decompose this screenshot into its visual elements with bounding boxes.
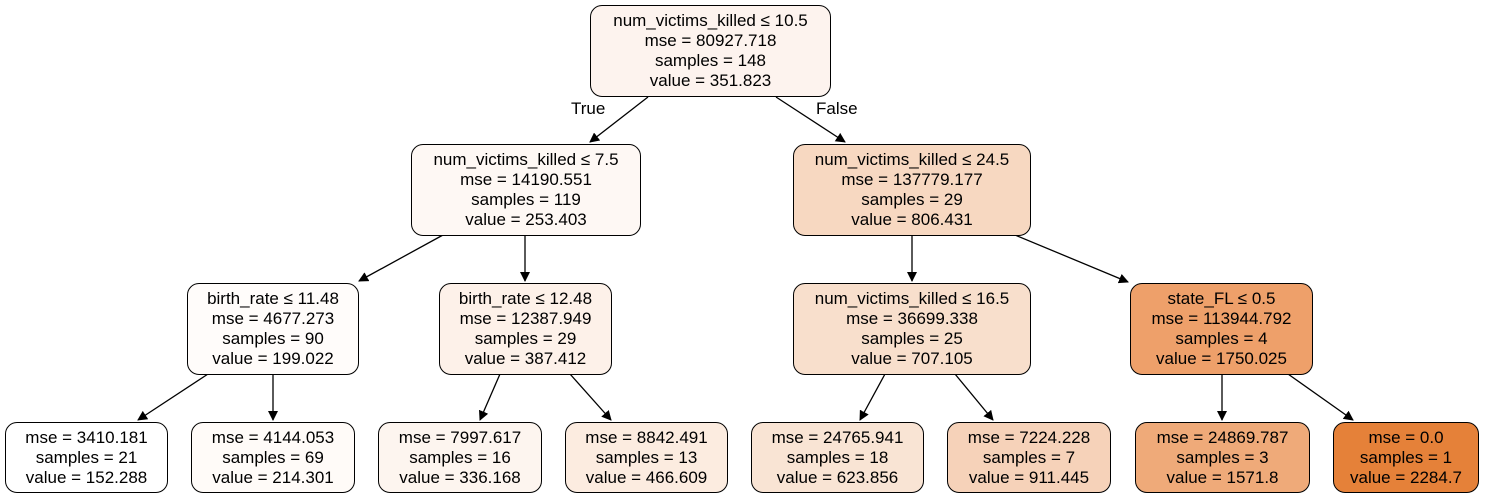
tree-node-root: num_victims_killed ≤ 10.5 mse = 80927.71… <box>590 5 831 97</box>
edge-n6-n14 <box>1287 373 1354 421</box>
node-samples: samples = 18 <box>786 447 889 467</box>
tree-node: birth_rate ≤ 12.48 mse = 12387.949 sampl… <box>439 283 612 375</box>
node-value: value = 214.301 <box>212 467 334 487</box>
edge-label-false: False <box>816 99 858 118</box>
node-value: value = 152.288 <box>25 467 148 487</box>
node-mse: mse = 24869.787 <box>1156 427 1289 447</box>
tree-node: state_FL ≤ 0.5 mse = 113944.792 samples … <box>1130 283 1313 375</box>
node-mse: mse = 4677.273 <box>211 309 335 328</box>
tree-node: birth_rate ≤ 11.48 mse = 4677.273 sample… <box>187 283 359 375</box>
tree-node: num_victims_killed ≤ 7.5 mse = 14190.551… <box>411 144 641 236</box>
edge-n0-n1 <box>589 96 649 143</box>
node-value: value = 466.609 <box>585 467 708 487</box>
edge-n2-n6 <box>1014 234 1129 284</box>
node-mse: mse = 7997.617 <box>398 427 522 447</box>
node-value: value = 806.431 <box>851 210 973 229</box>
edge-n4-n9 <box>479 373 501 421</box>
node-split: num_victims_killed ≤ 16.5 <box>814 289 1010 308</box>
edge-n5-n12 <box>954 373 994 421</box>
node-value: value = 351.823 <box>649 71 772 90</box>
node-mse: mse = 12387.949 <box>459 309 592 328</box>
node-samples: samples = 1 <box>1359 447 1453 467</box>
node-samples: samples = 25 <box>861 329 963 348</box>
tree-leaf: mse = 3410.181 samples = 21 value = 152.… <box>5 422 168 493</box>
node-mse: mse = 8842.491 <box>585 427 708 447</box>
node-samples: samples = 3 <box>1176 447 1269 467</box>
node-value: value = 1571.8 <box>1166 467 1279 487</box>
node-value: value = 2284.7 <box>1349 467 1462 487</box>
node-value: value = 199.022 <box>212 349 334 368</box>
node-mse: mse = 113944.792 <box>1151 309 1292 328</box>
node-value: value = 623.856 <box>776 467 899 487</box>
edge-n3-n7 <box>137 373 209 421</box>
node-split: num_victims_killed ≤ 24.5 <box>814 150 1010 169</box>
node-value: value = 707.105 <box>851 349 973 368</box>
node-value: value = 387.412 <box>464 349 587 368</box>
node-value: value = 253.403 <box>465 210 587 229</box>
edge-label-true: True <box>571 99 606 118</box>
node-samples: samples = 29 <box>474 329 577 348</box>
tree-leaf: mse = 7224.228 samples = 7 value = 911.4… <box>947 422 1111 493</box>
node-split: birth_rate ≤ 11.48 <box>207 289 339 308</box>
node-split: num_victims_killed ≤ 7.5 <box>433 150 619 169</box>
tree-leaf: mse = 0.0 samples = 1 value = 2284.7 <box>1333 422 1479 493</box>
node-value: value = 1750.025 <box>1156 349 1287 368</box>
tree-leaf: mse = 4144.053 samples = 69 value = 214.… <box>191 422 355 493</box>
node-samples: samples = 16 <box>409 447 511 467</box>
edge-n4-n10 <box>569 373 612 421</box>
node-mse: mse = 36699.338 <box>846 309 978 328</box>
node-samples: samples = 29 <box>861 190 963 209</box>
tree-leaf: mse = 7997.617 samples = 16 value = 336.… <box>378 422 542 493</box>
node-samples: samples = 13 <box>595 447 698 467</box>
node-samples: samples = 148 <box>654 51 767 70</box>
node-samples: samples = 4 <box>1175 329 1268 348</box>
node-mse: mse = 14190.551 <box>460 170 592 189</box>
node-mse: mse = 3410.181 <box>25 427 148 447</box>
node-samples: samples = 119 <box>471 190 581 209</box>
node-split: state_FL ≤ 0.5 <box>1167 289 1276 308</box>
node-samples: samples = 21 <box>35 447 138 467</box>
tree-leaf: mse = 8842.491 samples = 13 value = 466.… <box>565 422 728 493</box>
node-value: value = 911.445 <box>968 467 1090 487</box>
node-value: value = 336.168 <box>399 467 521 487</box>
edge-n1-n3 <box>358 234 444 282</box>
node-samples: samples = 69 <box>222 447 324 467</box>
node-mse: mse = 80927.718 <box>644 31 777 50</box>
tree-node: num_victims_killed ≤ 24.5 mse = 137779.1… <box>793 144 1031 236</box>
node-mse: mse = 4144.053 <box>211 427 335 447</box>
node-mse: mse = 24765.941 <box>771 427 904 447</box>
node-split: num_victims_killed ≤ 10.5 <box>613 11 808 30</box>
node-samples: samples = 7 <box>982 447 1076 467</box>
node-samples: samples = 90 <box>222 329 324 348</box>
tree-leaf: mse = 24765.941 samples = 18 value = 623… <box>751 422 924 493</box>
edge-n5-n11 <box>859 373 886 421</box>
node-mse: mse = 7224.228 <box>967 427 1091 447</box>
tree-node: num_victims_killed ≤ 16.5 mse = 36699.33… <box>793 283 1031 375</box>
edge-n0-n2 <box>775 96 846 143</box>
node-mse: mse = 0.0 <box>1368 427 1444 447</box>
node-mse: mse = 137779.177 <box>841 170 983 189</box>
node-split: birth_rate ≤ 12.48 <box>458 289 593 308</box>
tree-leaf: mse = 24869.787 samples = 3 value = 1571… <box>1135 422 1310 493</box>
